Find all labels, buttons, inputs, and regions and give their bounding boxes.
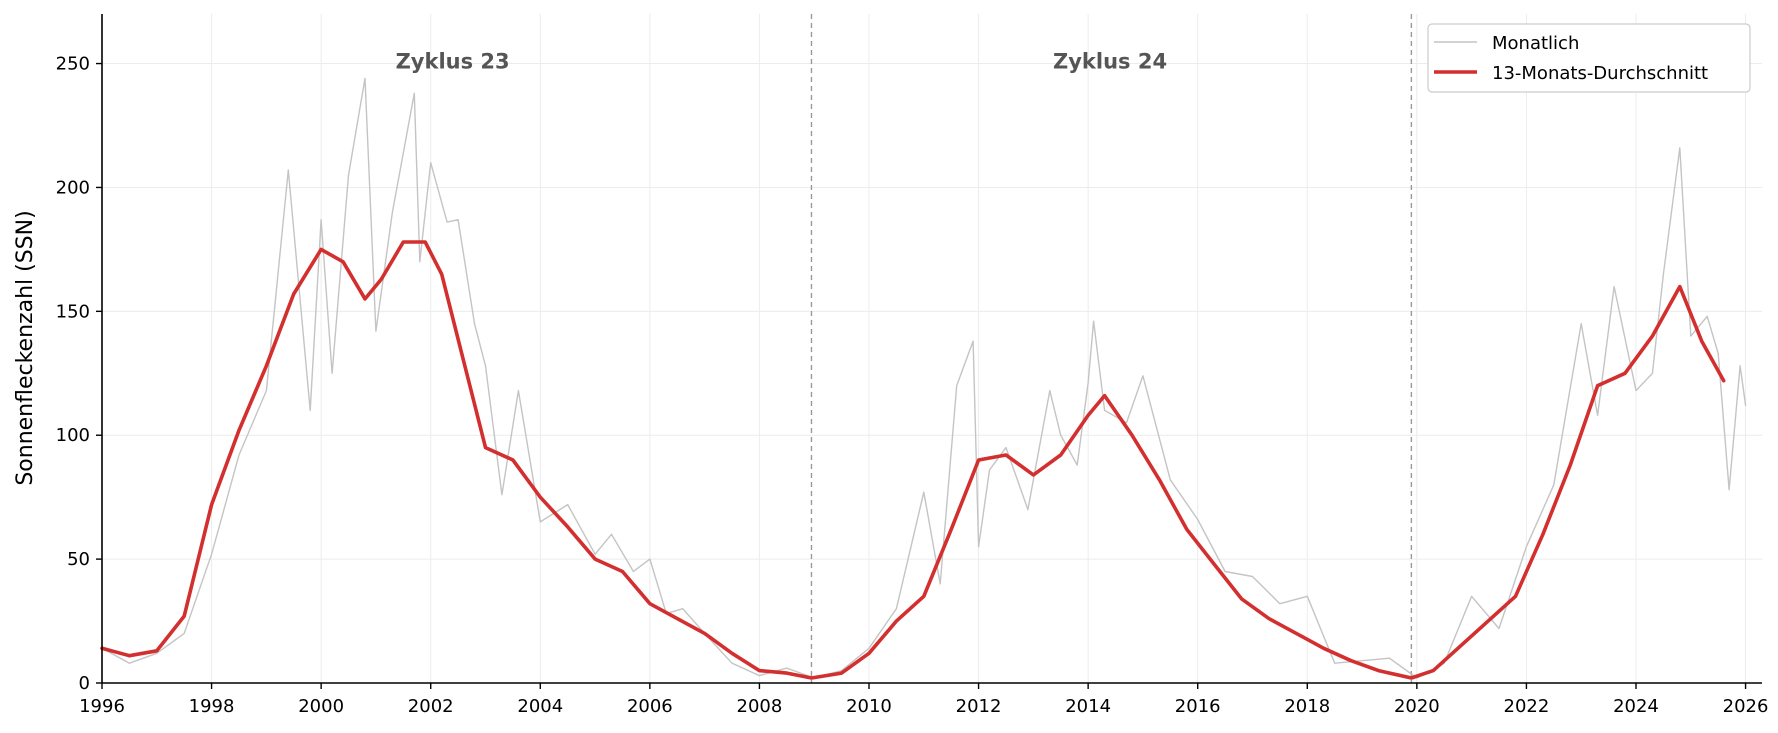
y-tick-label: 100 <box>56 425 90 446</box>
axes <box>101 14 1762 684</box>
x-tick-label: 2008 <box>737 696 783 717</box>
y-axis-title: Sonnenfleckenzahl (SSN) <box>13 210 38 485</box>
grid-lines <box>101 14 1762 684</box>
x-tick-label: 2018 <box>1284 696 1330 717</box>
x-tick-label: 2002 <box>408 696 454 717</box>
x-tick-label: 2000 <box>298 696 344 717</box>
y-tick-label: 250 <box>56 54 90 75</box>
x-tick-label: 1996 <box>79 696 125 717</box>
legend-box <box>1427 23 1751 93</box>
x-tick-label: 2016 <box>1175 696 1221 717</box>
x-tick-label: 2026 <box>1723 696 1769 717</box>
x-tick-label: 2004 <box>517 696 563 717</box>
legend-label-average: 13-Monats-Durchschnitt <box>1492 63 1708 84</box>
y-axis-ticks: 0 50 100 150 200 250 <box>56 54 102 694</box>
x-tick-label: 2006 <box>627 696 673 717</box>
x-tick-label: 2024 <box>1613 696 1659 717</box>
series-line-13-month-average <box>100 240 1726 680</box>
y-tick-label: 200 <box>56 177 90 198</box>
x-axis-ticks: 1996 1998 2000 2002 2004 2006 2008 2010 2012 2014… <box>79 683 1768 717</box>
y-tick-label: 50 <box>67 549 90 570</box>
x-tick-label: 2012 <box>956 696 1002 717</box>
cycle-label: Zyklus 24 <box>1053 50 1167 74</box>
y-tick-label: 0 <box>79 673 90 694</box>
x-tick-label: 2020 <box>1394 696 1440 717</box>
x-tick-label: 2022 <box>1504 696 1550 717</box>
x-tick-label: 2010 <box>846 696 892 717</box>
legend: Monatlich 13-Monats-Durchschnitt <box>1427 23 1751 93</box>
data-series <box>100 77 1747 680</box>
legend-label-monthly: Monatlich <box>1492 33 1579 54</box>
cycle-annotations: Zyklus 23 Zyklus 24 <box>396 50 1168 74</box>
x-tick-label: 2014 <box>1065 696 1111 717</box>
cycle-label: Zyklus 23 <box>396 50 510 74</box>
x-tick-label: 1998 <box>189 696 235 717</box>
series-line-monthly <box>101 77 1747 679</box>
y-tick-label: 150 <box>56 301 90 322</box>
cycle-boundary-lines <box>810 14 1413 683</box>
